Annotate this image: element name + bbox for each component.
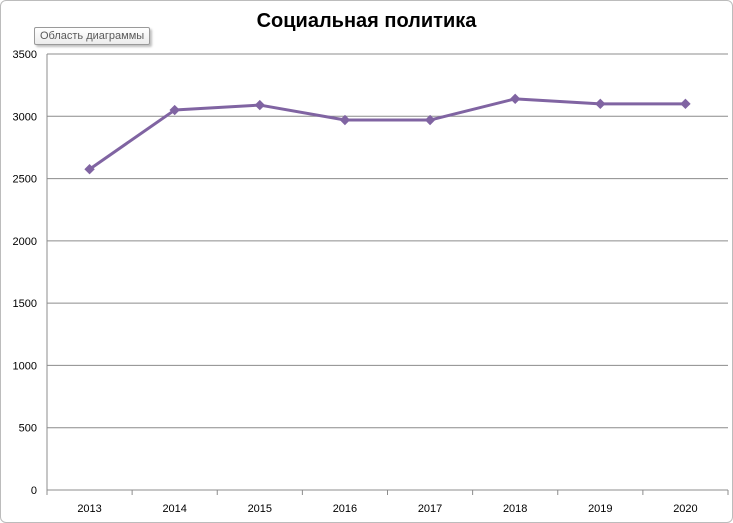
x-tick-label: 2014 xyxy=(162,503,186,515)
y-tick-label: 1500 xyxy=(13,298,37,310)
y-tick-label: 1000 xyxy=(13,360,37,372)
series-line xyxy=(88,97,686,171)
data-point xyxy=(424,114,436,126)
x-tick-label: 2013 xyxy=(77,503,101,515)
data-point xyxy=(169,104,180,116)
data-point xyxy=(254,99,266,111)
x-tick-label: 2015 xyxy=(248,503,272,515)
data-point xyxy=(595,98,606,110)
x-tick-label: 2019 xyxy=(588,503,612,515)
y-tick-label: 500 xyxy=(19,423,37,435)
data-point xyxy=(680,98,691,110)
data-point xyxy=(509,93,521,105)
data-point xyxy=(339,114,351,126)
x-tick-label: 2018 xyxy=(503,503,527,515)
data-point xyxy=(84,164,95,175)
y-tick-label: 0 xyxy=(31,485,37,497)
x-tick-label: 2016 xyxy=(333,503,357,515)
y-tick-label: 2000 xyxy=(13,236,37,248)
y-tick-label: 2500 xyxy=(13,174,37,186)
y-tick-label: 3000 xyxy=(13,111,37,123)
x-tick-label: 2017 xyxy=(418,503,442,515)
chart-area-tooltip: Область диаграммы xyxy=(34,27,151,45)
x-tick-label: 2020 xyxy=(673,503,697,515)
y-tick-label: 3500 xyxy=(13,49,37,61)
chart-title: Социальная политика xyxy=(256,10,477,32)
